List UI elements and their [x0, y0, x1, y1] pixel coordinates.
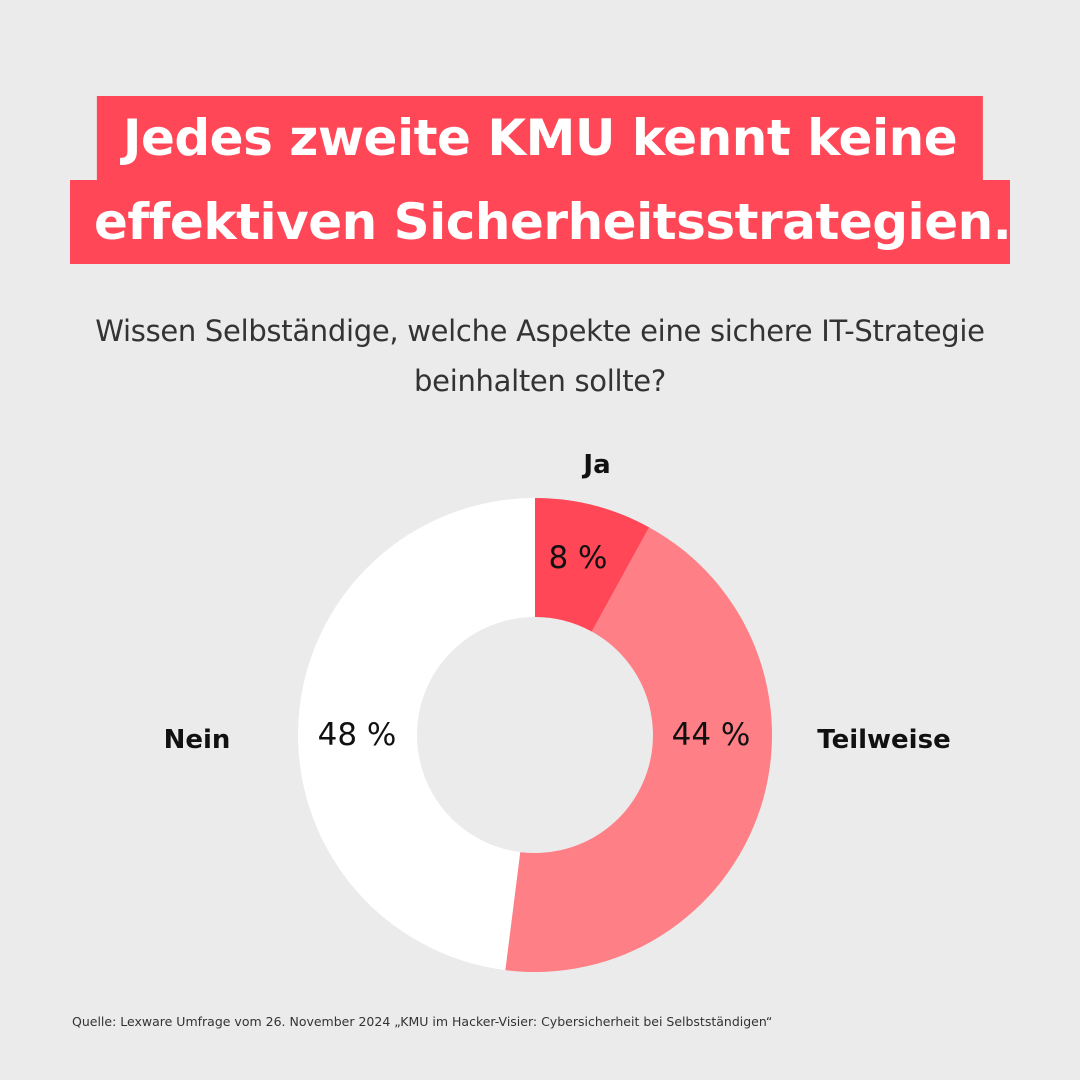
- subtitle-line-1: Wissen Selbständige, welche Aspekte eine…: [95, 314, 985, 348]
- category-label-ja: Ja: [581, 450, 610, 480]
- value-label-nein: 48 %: [318, 717, 397, 753]
- slice-ja: [535, 498, 650, 632]
- subtitle-line-2: beinhalten sollte?: [414, 364, 666, 398]
- category-label-nein: Nein: [164, 725, 231, 755]
- title-line-1: Jedes zweite KMU kennt keine: [96, 96, 984, 180]
- source-note: Quelle: Lexware Umfrage vom 26. November…: [72, 1014, 773, 1029]
- subtitle: Wissen Selbständige, welche Aspekte eine…: [60, 306, 1020, 406]
- value-label-ja: 8 %: [548, 540, 607, 576]
- slice-teilweise: [505, 527, 773, 972]
- value-label-teilweise: 44 %: [672, 717, 751, 753]
- category-label-teilweise: Teilweise: [817, 725, 950, 755]
- title-line-2: effektiven Sicherheitsstrategien.: [70, 180, 1012, 264]
- slice-nein: [297, 497, 535, 971]
